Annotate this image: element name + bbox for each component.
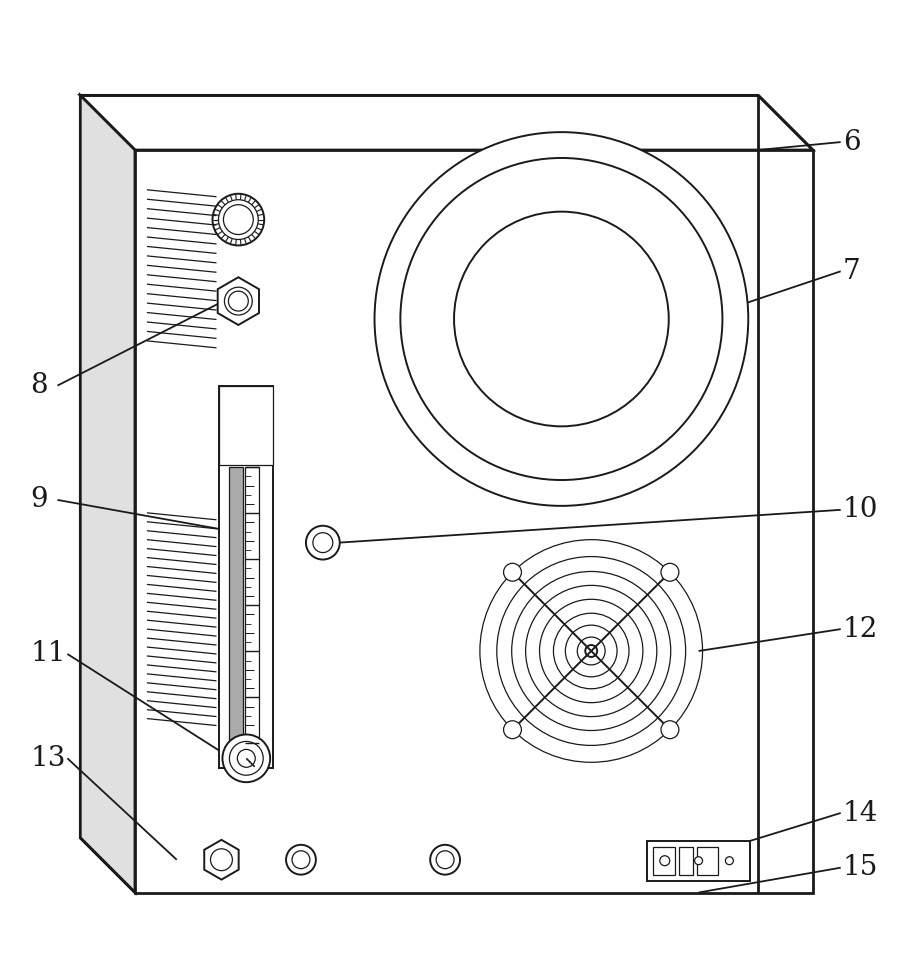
Bar: [647, 841, 750, 881]
Bar: [697, 847, 718, 874]
Text: 11: 11: [30, 640, 66, 667]
Circle shape: [661, 720, 679, 739]
Circle shape: [504, 720, 521, 739]
Circle shape: [430, 845, 460, 874]
Circle shape: [401, 158, 723, 480]
Circle shape: [306, 526, 340, 560]
Polygon shape: [80, 96, 813, 150]
Text: 6: 6: [843, 129, 860, 156]
Circle shape: [237, 749, 256, 767]
Text: 12: 12: [843, 616, 878, 643]
Circle shape: [230, 742, 263, 776]
Bar: [220, 386, 273, 768]
Circle shape: [210, 849, 233, 870]
Bar: [230, 467, 244, 744]
Polygon shape: [218, 278, 259, 325]
Circle shape: [222, 735, 270, 782]
Circle shape: [454, 212, 669, 426]
Circle shape: [375, 132, 749, 506]
Polygon shape: [80, 96, 135, 893]
Circle shape: [224, 287, 252, 315]
Circle shape: [661, 564, 679, 581]
Text: 14: 14: [843, 800, 878, 827]
Circle shape: [286, 845, 316, 874]
Text: 8: 8: [30, 372, 48, 399]
Text: 10: 10: [843, 496, 878, 523]
Bar: [135, 150, 813, 893]
Bar: [220, 386, 273, 465]
Circle shape: [725, 857, 734, 864]
Text: 15: 15: [843, 854, 878, 881]
Text: 9: 9: [30, 486, 48, 513]
Text: 13: 13: [30, 745, 66, 772]
Text: 7: 7: [843, 258, 860, 285]
Bar: [653, 847, 675, 874]
Circle shape: [504, 564, 521, 581]
Circle shape: [695, 857, 702, 864]
Bar: [246, 467, 259, 744]
Polygon shape: [204, 840, 239, 880]
Bar: [678, 847, 692, 874]
Circle shape: [219, 200, 258, 240]
Circle shape: [660, 856, 670, 865]
